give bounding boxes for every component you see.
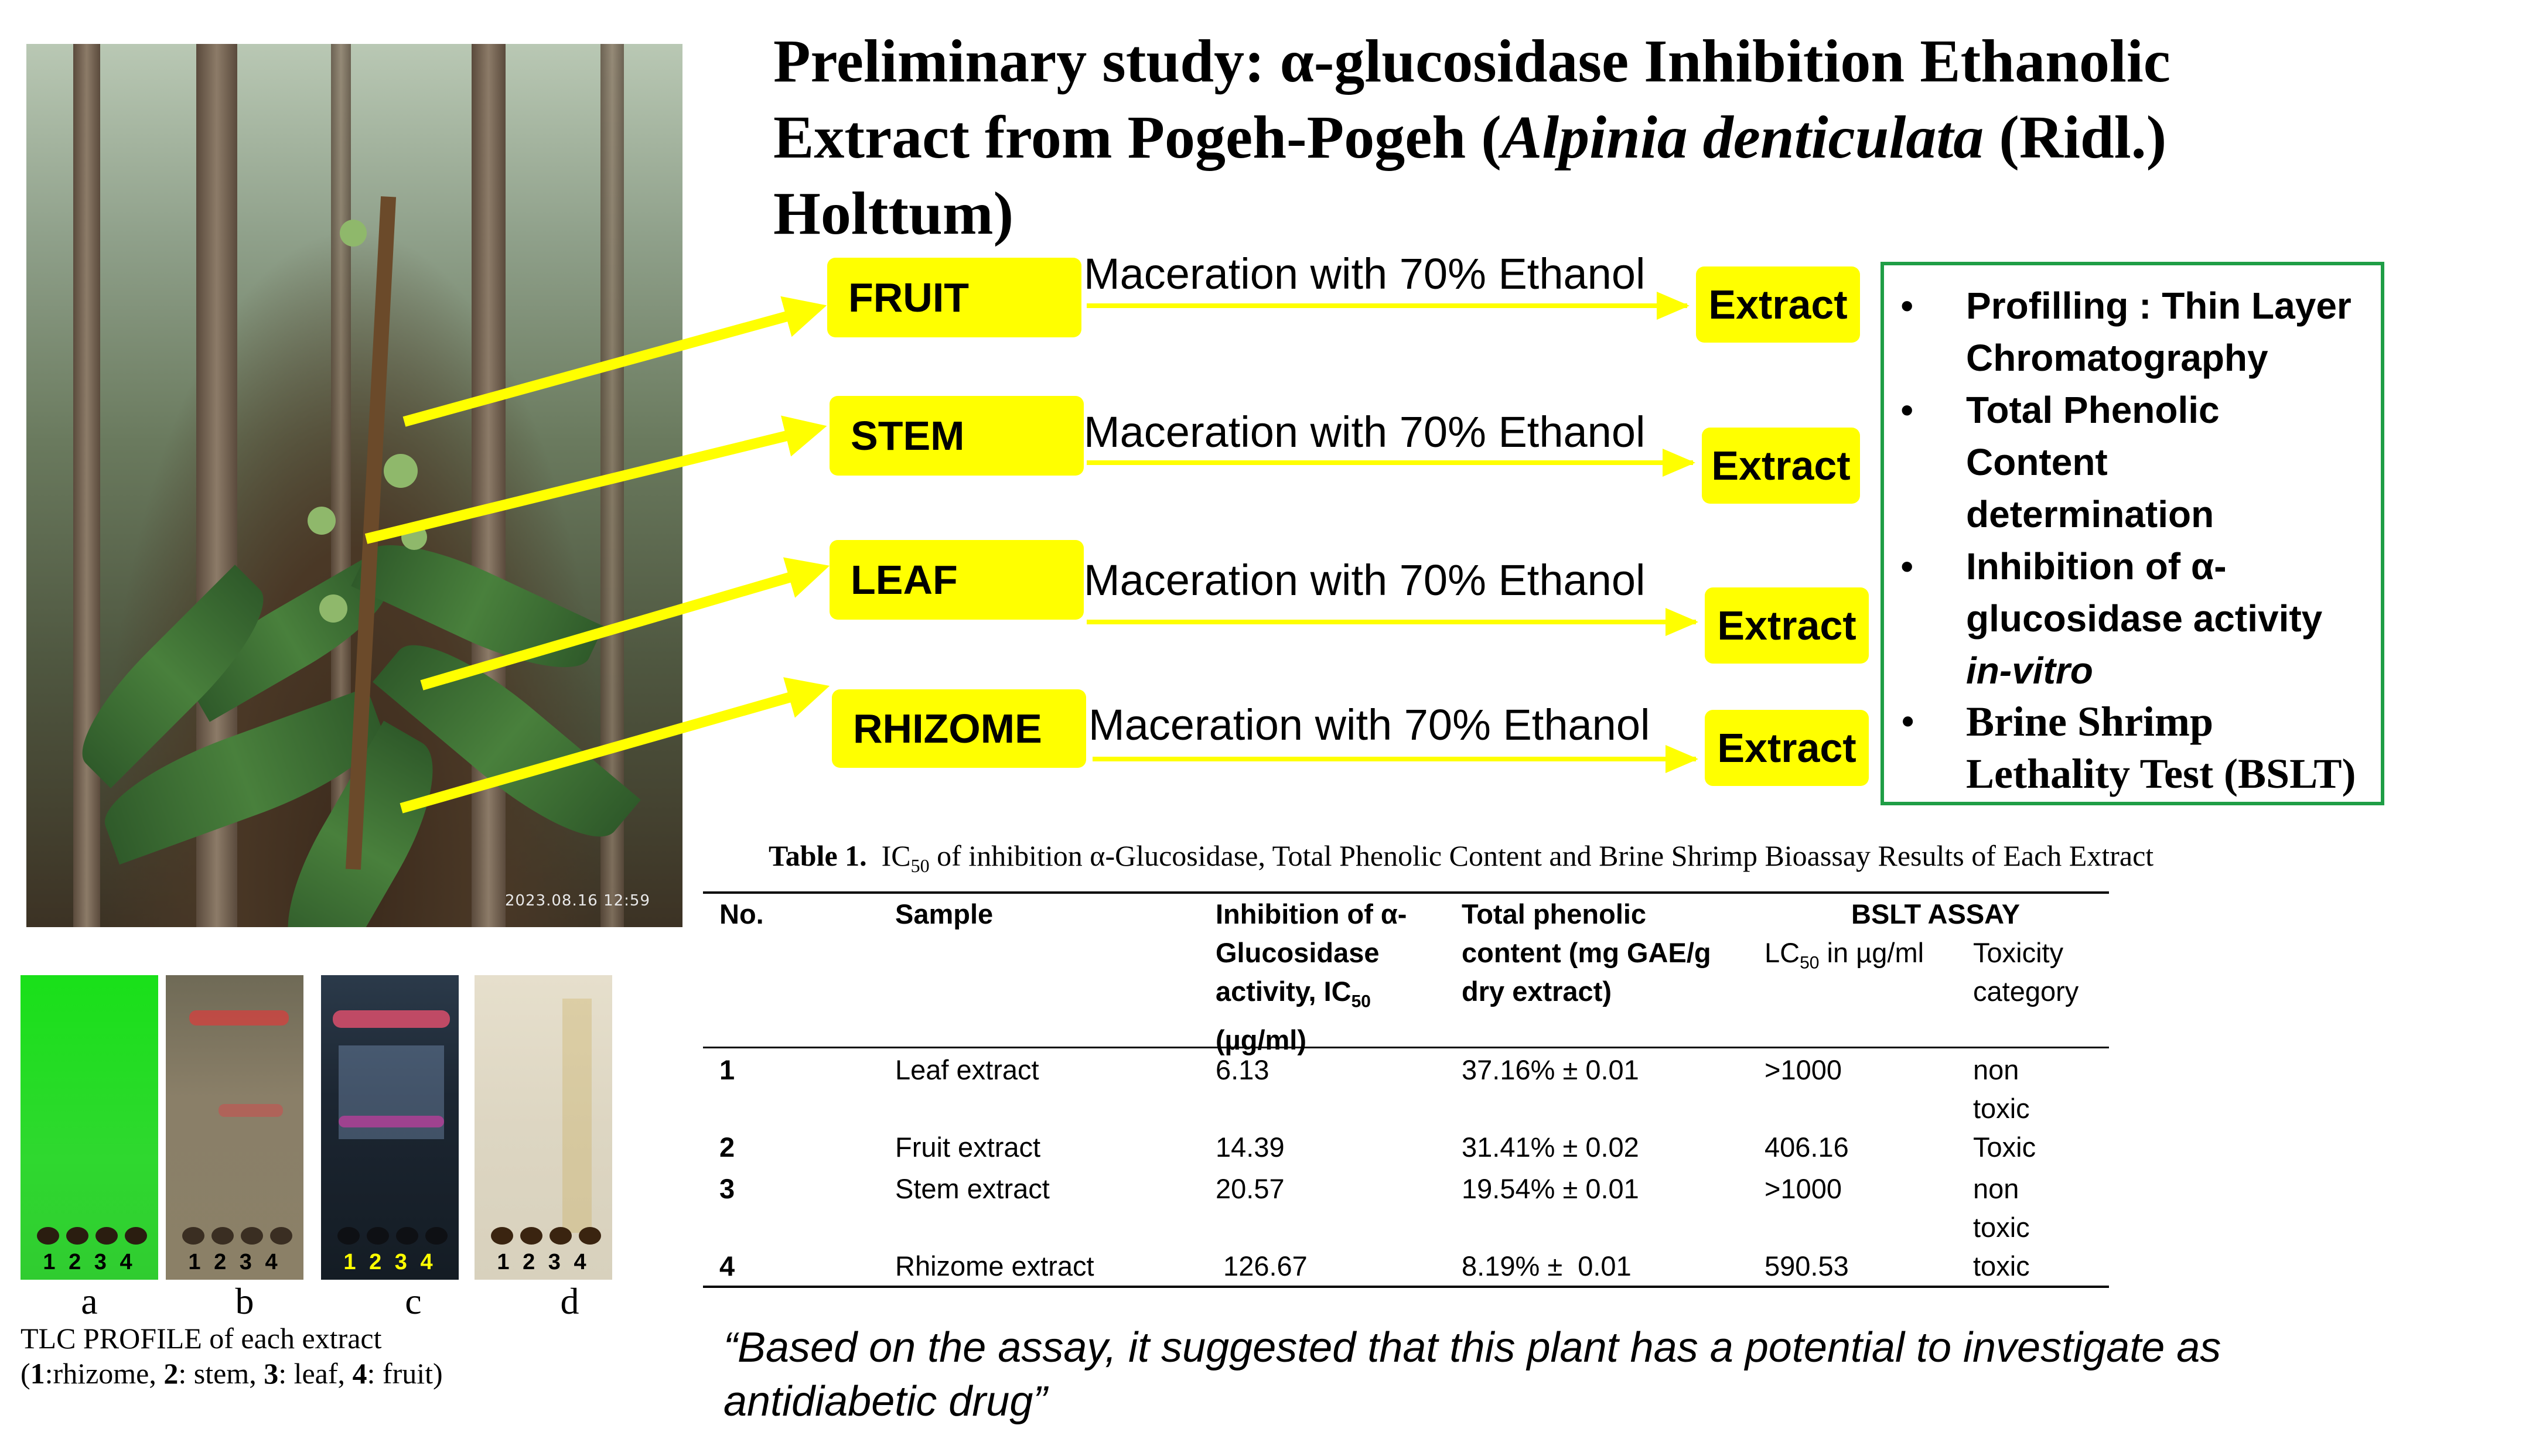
th-no: No. xyxy=(719,898,764,929)
photo-timestamp: 2023.08.16 12:59 xyxy=(504,892,650,910)
arrow-to-stem xyxy=(364,415,827,544)
analysis-inhibition: • Inhibition of α- glucosidase activity … xyxy=(1900,545,2323,692)
method-rhizome: Maceration with 70% Ethanol xyxy=(1088,700,1650,749)
tlc-plate-d: 1 2 3 4 xyxy=(475,975,612,1280)
arrow-to-fruit xyxy=(402,296,827,427)
th-inhibition: Inhibition of α- Glucosidase activity, I… xyxy=(1216,898,1407,1056)
method-leaf: Maceration with 70% Ethanol xyxy=(1084,556,1646,604)
th-phenolic: Total phenolic content (mg GAE/g dry ext… xyxy=(1462,898,1711,1007)
part-fruit: FRUIT xyxy=(827,258,1081,337)
th-sample: Sample xyxy=(895,898,994,929)
part-stem: STEM xyxy=(830,396,1084,476)
arrow-to-rhizome xyxy=(400,677,830,814)
poster-title: Preliminary study: α-glucosidase Inhibit… xyxy=(773,23,2296,252)
lane-numbers-c: 1 2 3 4 xyxy=(343,1250,436,1274)
plate-label-b: b xyxy=(235,1280,254,1322)
th-lc50: LC50 in µg/ml xyxy=(1765,937,1924,973)
title-line-3: Holttum) xyxy=(773,180,1014,247)
tlc-plate-a: 1 2 3 4 xyxy=(21,975,158,1280)
plate-label-c: c xyxy=(405,1280,422,1322)
lane-numbers-b: 1 2 3 4 xyxy=(188,1250,281,1274)
table-header-rule xyxy=(703,1047,2109,1048)
lane-numbers-d: 1 2 3 4 xyxy=(497,1250,590,1274)
table-bottom-rule xyxy=(703,1286,2109,1288)
method-fruit: Maceration with 70% Ethanol xyxy=(1084,249,1646,298)
th-bslt: BSLT ASSAY xyxy=(1851,898,2021,929)
plate-label-d: d xyxy=(560,1280,579,1322)
title-line-2: Extract from Pogeh-Pogeh (Alpinia dentic… xyxy=(773,104,2167,171)
conclusion-quote: “Based on the assay, it suggested that t… xyxy=(723,1324,2221,1425)
plate-label-a: a xyxy=(81,1280,98,1322)
extract-rhizome: Extract xyxy=(1705,710,1869,786)
extract-leaf: Extract xyxy=(1705,587,1869,664)
arrow-to-leaf xyxy=(420,557,830,691)
extract-stem: Extract xyxy=(1702,428,1860,504)
analysis-bslt: • Brine Shrimp Lethality Test (BSLT) xyxy=(1900,698,2356,797)
part-leaf: LEAF xyxy=(830,540,1084,620)
table-top-rule xyxy=(703,891,2109,894)
tlc-plate-c: 1 2 3 4 xyxy=(321,975,459,1280)
table-caption: Table 1. IC50 of inhibition α-Glucosidas… xyxy=(769,839,2154,876)
analyses-box: • Profilling : Thin Layer Chromatography… xyxy=(1881,262,2384,805)
tlc-caption: TLC PROFILE of each extract (1:rhizome, … xyxy=(21,1322,443,1390)
tlc-plate-b: 1 2 3 4 xyxy=(166,975,303,1280)
lane-numbers-a: 1 2 3 4 xyxy=(43,1250,136,1274)
analysis-phenolic: • Total Phenolic Content determination xyxy=(1900,389,2220,535)
title-line-1: Preliminary study: α-glucosidase Inhibit… xyxy=(773,28,2170,95)
method-stem: Maceration with 70% Ethanol xyxy=(1084,408,1646,456)
part-rhizome: RHIZOME xyxy=(832,689,1086,768)
th-toxicity: Toxicity category xyxy=(1973,937,2079,1007)
extract-fruit: Extract xyxy=(1696,266,1860,343)
analysis-tlc: • Profilling : Thin Layer Chromatography xyxy=(1900,285,2352,379)
